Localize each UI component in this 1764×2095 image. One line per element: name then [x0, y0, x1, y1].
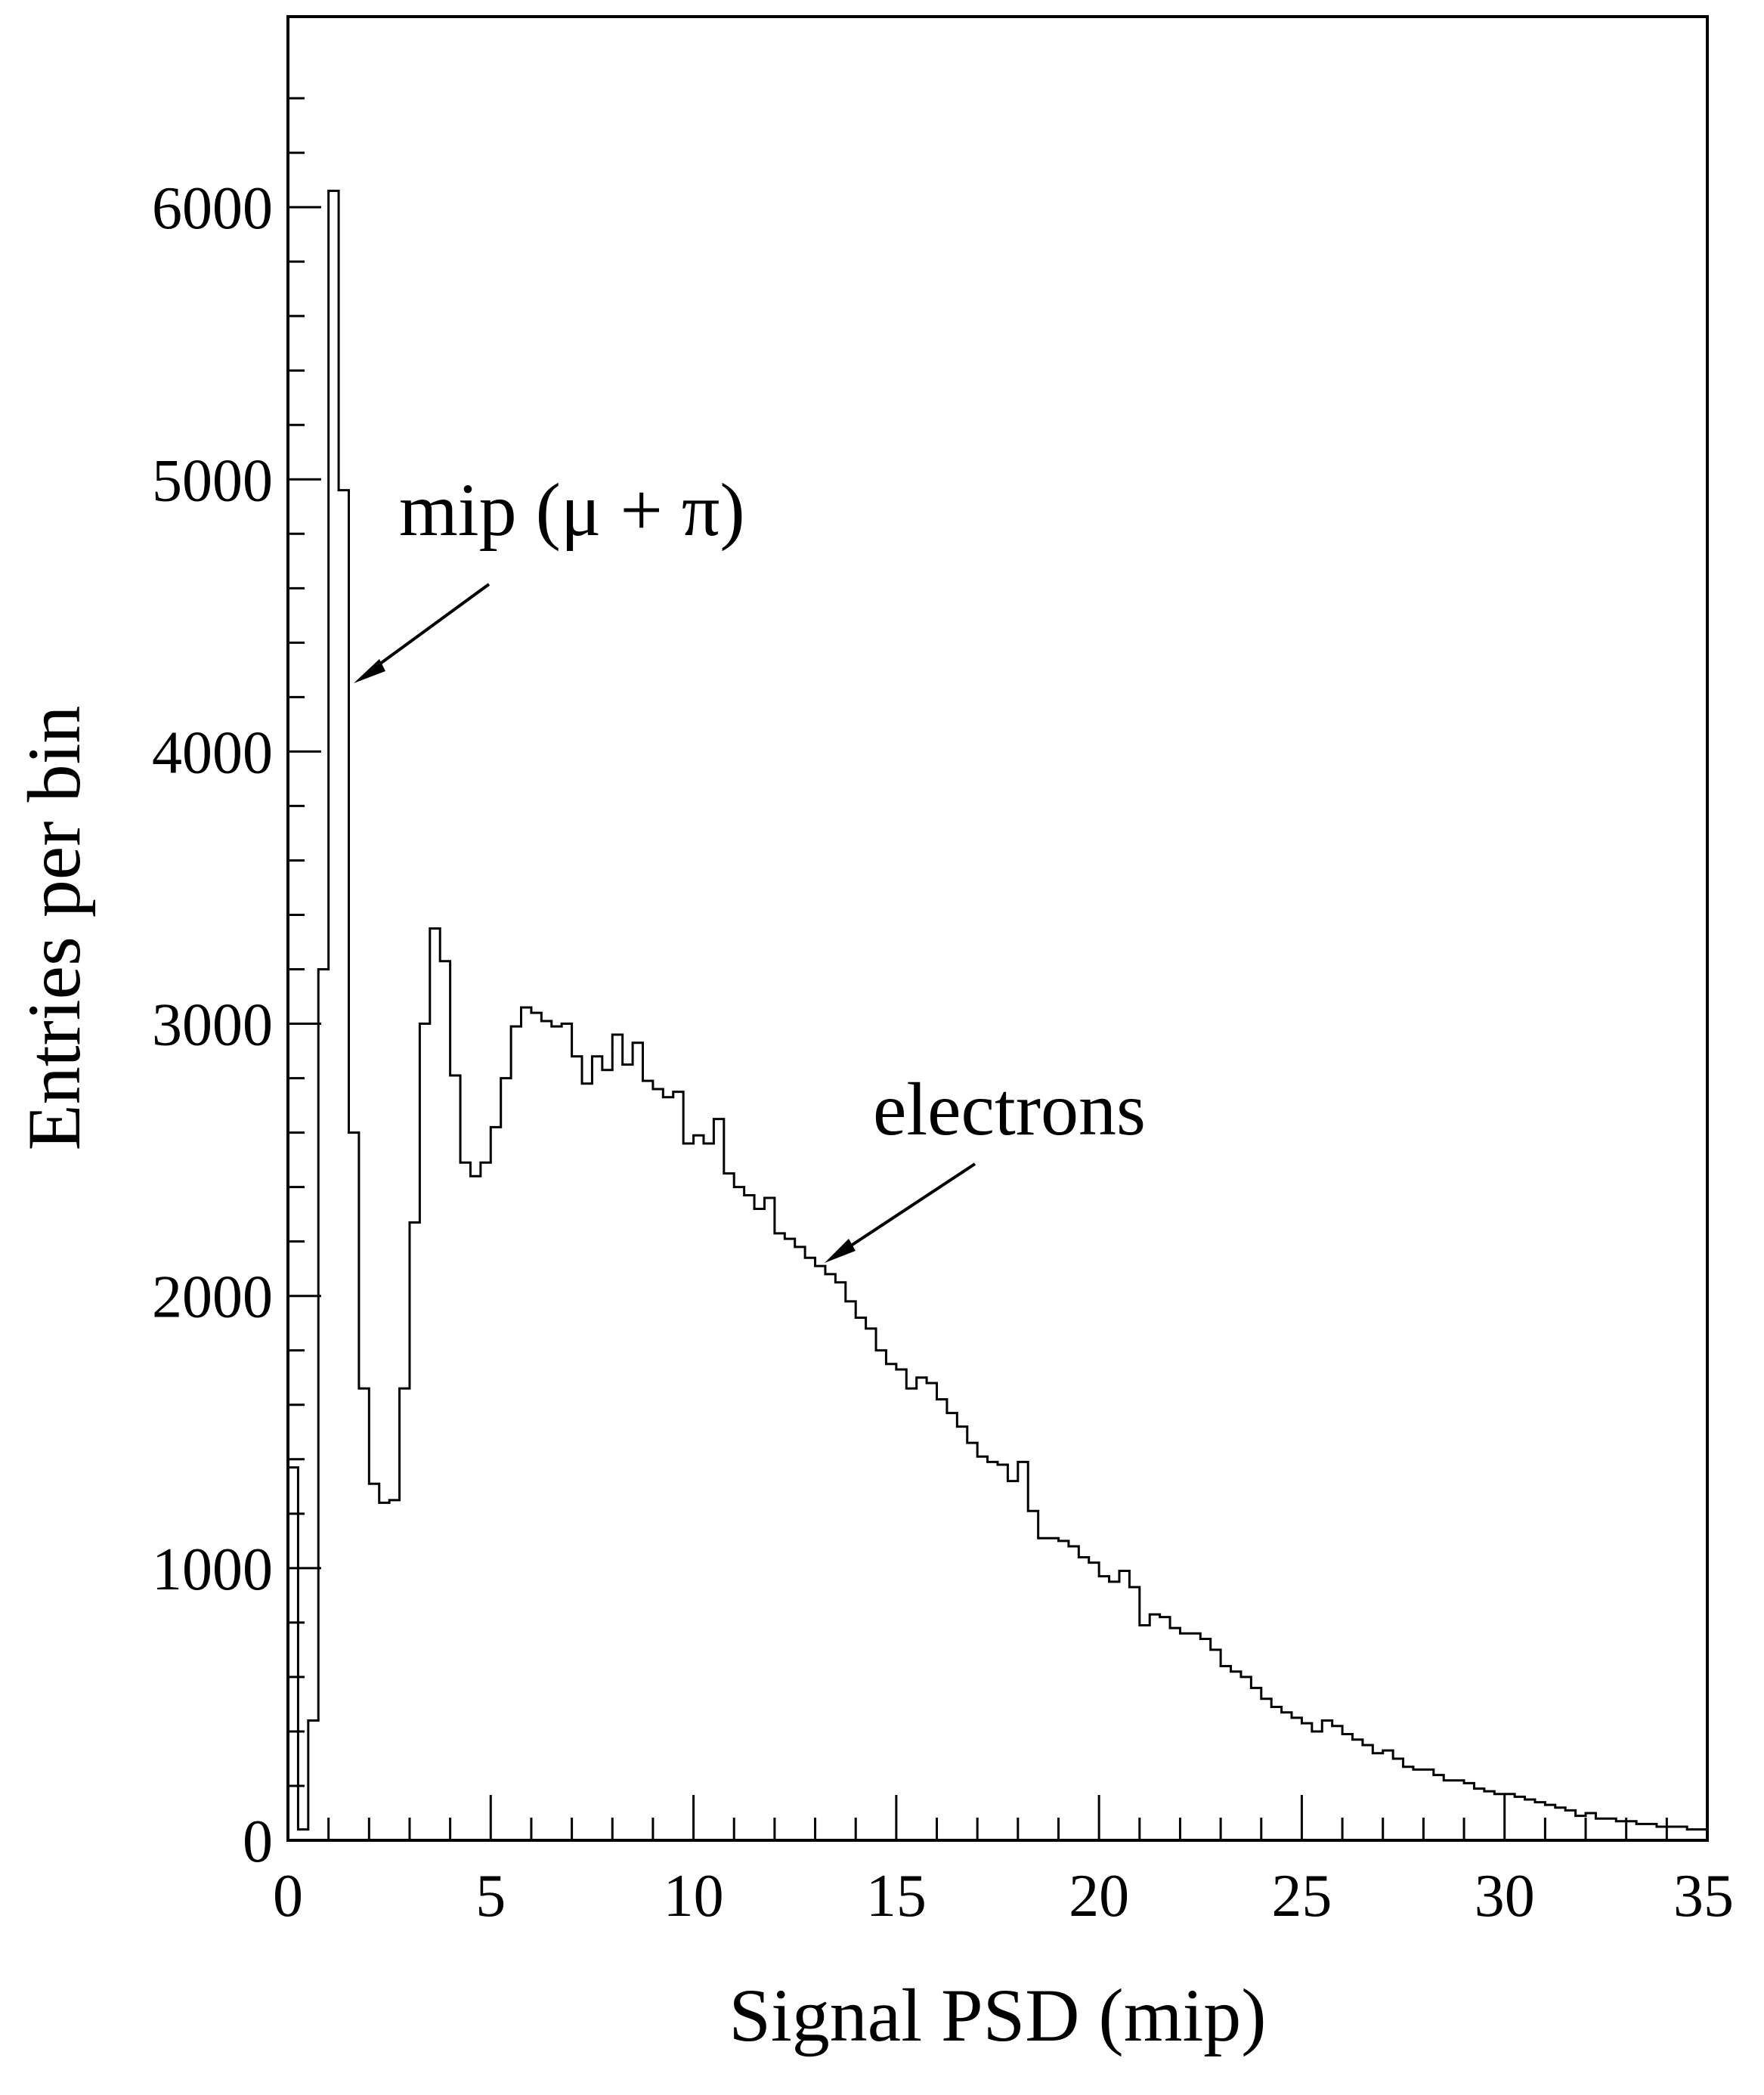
y-tick-label: 5000	[152, 447, 273, 514]
x-tick-label: 35	[1673, 1863, 1734, 1929]
y-tick-label: 6000	[152, 175, 273, 242]
y-tick-label: 3000	[152, 992, 273, 1059]
y-axis-ticks: 0 1000 2000 3000 4000 5000 6000	[152, 97, 321, 1875]
plot-frame	[286, 15, 1709, 1842]
y-tick-label: 1000	[152, 1536, 273, 1603]
mip-annotation: mip (μ + π)	[399, 468, 745, 552]
x-axis-title: Signal PSD (mip)	[729, 1973, 1266, 2057]
mip-arrowhead	[354, 659, 385, 683]
y-axis-title: Entries per bin	[12, 706, 96, 1151]
x-tick-label: 20	[1069, 1863, 1129, 1929]
y-tick-label: 4000	[152, 719, 273, 786]
x-tick-label: 0	[273, 1863, 303, 1929]
x-tick-label: 25	[1271, 1863, 1332, 1929]
electrons-arrowhead	[825, 1239, 856, 1263]
x-tick-label: 30	[1475, 1863, 1535, 1929]
electrons-arrow	[836, 1162, 976, 1256]
mip-arrow	[364, 583, 491, 676]
x-tick-label: 15	[866, 1863, 927, 1929]
x-tick-label: 10	[664, 1863, 724, 1929]
electrons-annotation: electrons	[873, 1067, 1146, 1151]
histogram-series	[286, 189, 1709, 1840]
x-axis-ticks: 0 5 10 15 20 25 30 35	[273, 1795, 1734, 1929]
x-tick-label: 5	[475, 1863, 506, 1929]
y-tick-label: 2000	[152, 1264, 273, 1331]
y-tick-label: 0	[243, 1809, 273, 1875]
